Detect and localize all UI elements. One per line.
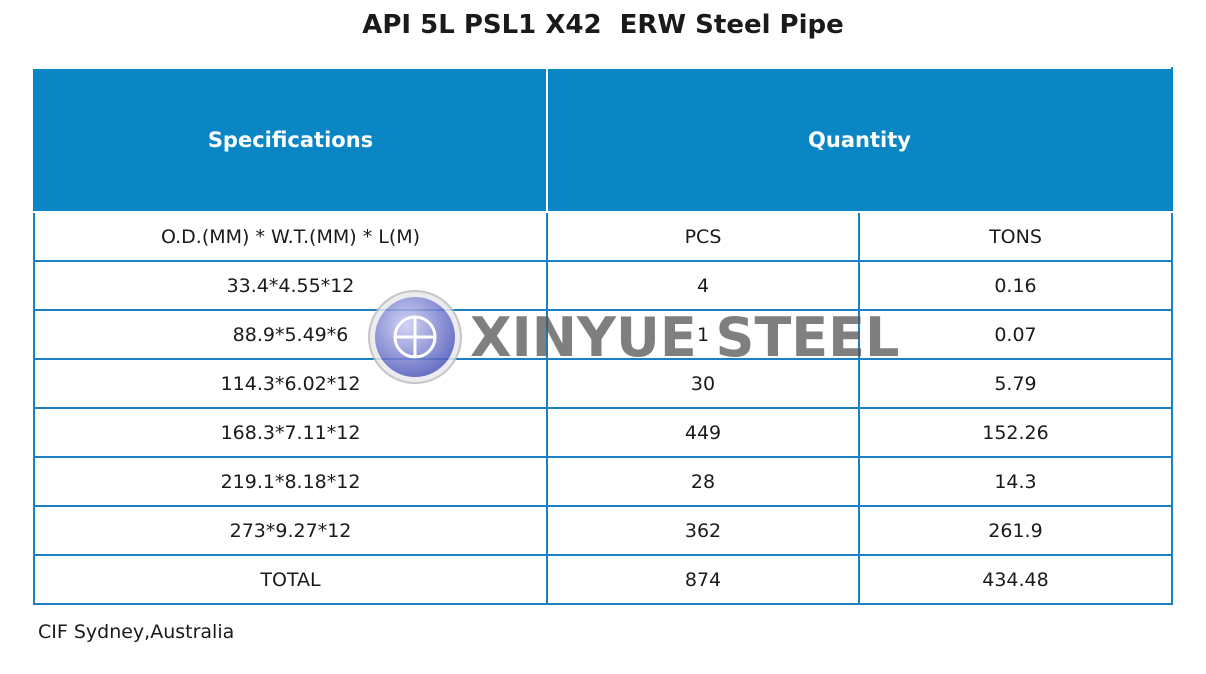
subheader-cell: TONS	[858, 211, 1173, 262]
data-row: TOTAL 874 434.48	[33, 554, 1173, 605]
data-cell: 273*9.27*12	[33, 505, 548, 556]
data-cell: 5.79	[858, 358, 1173, 409]
data-cell: 114.3*6.02*12	[33, 358, 548, 409]
table-body: Specifications Quantity O.D.(MM) * W.T.(…	[33, 67, 1173, 605]
data-cell: 0.16	[858, 260, 1173, 311]
header-cell: Quantity	[546, 67, 1173, 213]
data-cell: 88.9*5.49*6	[33, 309, 548, 360]
data-row: 88.9*5.49*6 1 0.07	[33, 309, 1173, 360]
data-row: 33.4*4.55*12 4 0.16	[33, 260, 1173, 311]
data-cell: 28	[546, 456, 860, 507]
data-cell: 219.1*8.18*12	[33, 456, 548, 507]
subheader-cell: O.D.(MM) * W.T.(MM) * L(M)	[33, 211, 548, 262]
data-cell: 434.48	[858, 554, 1173, 605]
spec-table: Specifications Quantity O.D.(MM) * W.T.(…	[33, 67, 1173, 605]
data-cell: 33.4*4.55*12	[33, 260, 548, 311]
data-row: 273*9.27*12 362 261.9	[33, 505, 1173, 556]
data-cell: 152.26	[858, 407, 1173, 458]
data-row: 114.3*6.02*12 30 5.79	[33, 358, 1173, 409]
data-cell: TOTAL	[33, 554, 548, 605]
data-cell: 362	[546, 505, 860, 556]
subheader-cell: PCS	[546, 211, 860, 262]
subheader-row: O.D.(MM) * W.T.(MM) * L(M) PCS TONS	[33, 211, 1173, 262]
data-cell: 4	[546, 260, 860, 311]
data-row: 219.1*8.18*12 28 14.3	[33, 456, 1173, 507]
data-cell: 14.3	[858, 456, 1173, 507]
data-cell: 261.9	[858, 505, 1173, 556]
data-cell: 168.3*7.11*12	[33, 407, 548, 458]
data-cell: 1	[546, 309, 860, 360]
data-row: 168.3*7.11*12 449 152.26	[33, 407, 1173, 458]
footer: CIF Sydney,Australia	[38, 621, 235, 643]
data-cell: 874	[546, 554, 860, 605]
data-cell: 449	[546, 407, 860, 458]
header-cell: Specifications	[33, 67, 548, 213]
header-row: Specifications Quantity	[33, 67, 1173, 213]
data-cell: 0.07	[858, 309, 1173, 360]
title: API 5L PSL1 X42 ERW Steel Pipe	[362, 10, 844, 40]
data-cell: 30	[546, 358, 860, 409]
